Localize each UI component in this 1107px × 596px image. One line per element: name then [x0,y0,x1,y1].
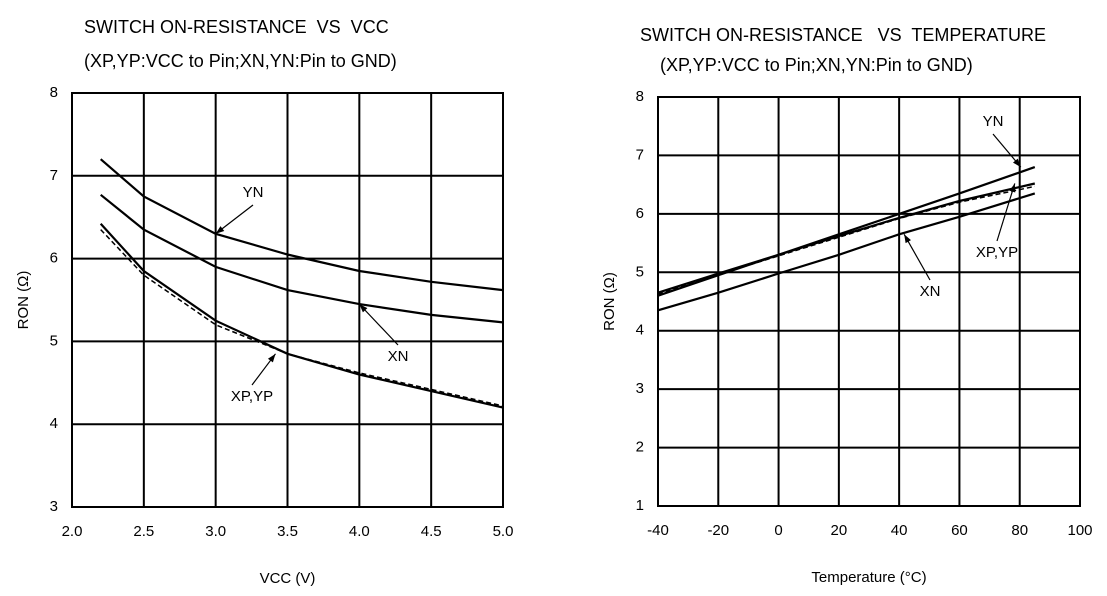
chart-title: SWITCH ON-RESISTANCE VS VCC [84,17,389,37]
y-tick-label: 3 [50,498,58,515]
x-tick-label: 3.0 [205,523,226,540]
x-tick-label: 100 [1067,522,1092,539]
y-tick-label: 2 [636,439,644,456]
series-label: XN [920,283,941,300]
y-tick-label: 8 [50,84,58,101]
y-tick-label: 7 [636,146,644,163]
chart-title: SWITCH ON-RESISTANCE VS TEMPERATURE [640,25,1046,45]
y-tick-label: 6 [50,250,58,267]
series-label: XP,YP [976,244,1018,261]
x-axis-label: VCC (V) [260,570,316,587]
y-tick-label: 4 [50,415,58,432]
series-label: XP,YP [231,388,273,405]
x-tick-label: 60 [951,522,968,539]
plot-frame [657,96,1081,507]
y-tick-label: 5 [50,332,58,349]
x-tick-label: 2.5 [133,523,154,540]
series-label: YN [243,184,264,201]
y-tick-label: 7 [50,167,58,184]
x-tick-label: 20 [831,522,848,539]
y-tick-label: 6 [636,205,644,222]
y-tick-label: 8 [636,88,644,105]
y-tick-label: 1 [636,497,644,514]
series-line [657,185,1035,295]
series-label: YN [983,113,1004,130]
pointer-arrow [358,303,399,346]
arrow-head [904,234,911,244]
x-tick-label: 40 [891,522,908,539]
arrow-head [267,353,276,363]
chart-subtitle: (XP,YP:VCC to Pin;XN,YN:Pin to GND) [84,51,397,71]
x-tick-label: -40 [647,522,669,539]
plot-frame [71,92,504,508]
x-tick-label: 2.0 [62,523,83,540]
y-axis-label: RON (Ω) [15,271,32,330]
x-axis-label: Temperature (°C) [811,569,926,586]
x-tick-label: 4.0 [349,523,370,540]
pointer-arrow [996,183,1016,242]
series-label: XN [388,348,409,365]
x-tick-label: 80 [1011,522,1028,539]
arrow-head [1012,158,1021,168]
series-line [657,192,1036,312]
y-tick-label: 3 [636,380,644,397]
series-line [100,229,504,407]
arrow-head [359,304,368,313]
series-line [657,182,1036,294]
series-line [99,158,504,292]
x-tick-label: 0 [774,522,782,539]
y-axis-label: RON (Ω) [601,272,618,331]
x-tick-label: 5.0 [493,523,514,540]
y-tick-label: 4 [636,322,644,339]
x-tick-label: 4.5 [421,523,442,540]
x-tick-label: 3.5 [277,523,298,540]
series-line [100,193,504,324]
arrow-head [215,226,225,234]
series-line [657,166,1036,297]
y-tick-label: 5 [636,263,644,280]
chart-subtitle: (XP,YP:VCC to Pin;XN,YN:Pin to GND) [660,55,973,75]
x-tick-label: -20 [707,522,729,539]
pointer-arrow [903,234,931,281]
